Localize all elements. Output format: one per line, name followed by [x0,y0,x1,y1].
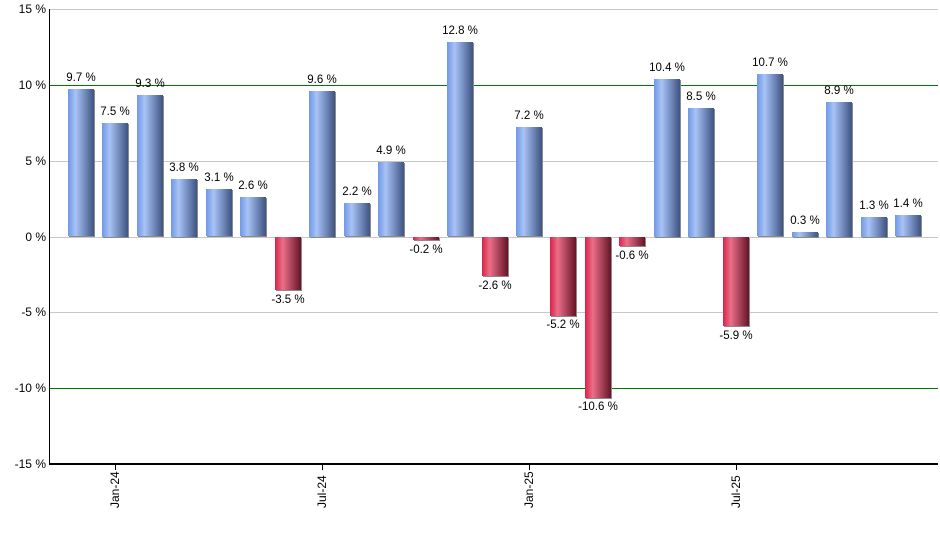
bar-nov-24 [447,42,473,236]
reference-line [50,388,938,389]
bar-value-label: 9.7 % [66,72,96,84]
bar-value-label: 12.8 % [442,25,478,37]
x-tick-label: Jul-25 [729,475,743,508]
bar-feb-24 [137,95,163,236]
y-tick-label: 10 % [18,78,46,92]
bar-dec-24 [482,237,508,276]
bar-value-label: 2.2 % [342,186,372,198]
bar-jan-25 [516,127,542,236]
bar-value-label: 3.8 % [169,162,199,174]
bar-value-label: 2.6 % [238,180,268,192]
bar-aug-25 [757,74,783,236]
bar-jun-25 [688,108,714,237]
bar-value-label: 10.7 % [752,57,788,69]
y-tick-label: -5 % [21,305,46,319]
bar-value-label: 1.4 % [893,198,923,210]
bar-value-label: -0.6 % [615,250,649,262]
bar-value-label: 9.6 % [307,74,337,86]
bar-mar-25 [585,237,611,398]
bar-apr-24 [206,189,232,236]
bar-dec-23 [68,89,94,236]
bar-sep-24 [378,162,404,236]
x-tick-label: Jan-24 [108,471,122,508]
bar-jul-25 [723,237,749,326]
x-tick-label: Jul-24 [315,475,329,508]
bar-may-25 [654,79,680,237]
bar-aug-24 [344,203,370,236]
bar-jun-24 [275,237,301,290]
bar-oct-24 [413,237,439,240]
bar-value-label: -5.9 % [719,330,753,342]
bar-value-label: -3.5 % [271,294,305,306]
bar-sep-25 [792,232,818,237]
bar-value-label: 1.3 % [859,200,889,212]
bar-value-label: 9.3 % [135,78,165,90]
gridline [50,161,938,162]
bar-value-label: 3.1 % [204,172,234,184]
bar-dec-25 [895,215,921,236]
bar-jul-24 [309,91,335,237]
bar-jan-24 [102,123,128,237]
bar-value-label: -2.6 % [478,280,512,292]
reference-line [50,85,938,86]
bar-nov-25 [861,217,887,237]
x-tick-mark [322,465,323,470]
gridline [50,9,938,10]
y-tick-label: 5 % [25,154,46,168]
y-tick-label: 15 % [18,2,46,16]
bar-value-label: -0.2 % [409,244,443,256]
y-tick-label: 0 % [25,230,46,244]
y-tick-label: -10 % [14,381,46,395]
bar-value-label: 8.9 % [824,85,854,97]
bar-value-label: -5.2 % [546,319,580,331]
bar-value-label: 7.5 % [100,106,130,118]
bar-value-label: 7.2 % [514,110,544,122]
x-axis-line [49,463,938,465]
bar-value-label: 0.3 % [790,215,820,227]
x-tick-mark [529,465,530,470]
bar-oct-25 [826,102,852,237]
bar-value-label: -10.6 % [578,401,618,413]
bar-may-24 [240,197,266,236]
x-tick-mark [115,465,116,470]
bar-feb-25 [550,237,576,316]
x-tick-mark [736,465,737,470]
bar-apr-25 [619,237,645,246]
bar-value-label: 8.5 % [686,91,716,103]
bar-mar-24 [171,179,197,237]
bar-value-label: 4.9 % [376,145,406,157]
x-tick-label: Jan-25 [522,471,536,508]
y-axis-line [49,9,50,465]
y-tick-label: -15 % [14,457,46,471]
bar-value-label: 10.4 % [649,62,685,74]
gridline [50,312,938,313]
